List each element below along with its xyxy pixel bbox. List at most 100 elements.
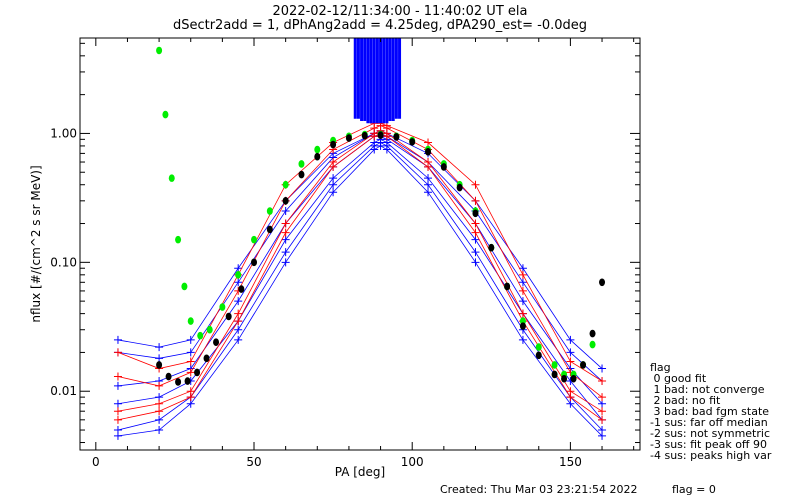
fit-point — [251, 235, 258, 244]
series-line — [117, 130, 603, 412]
model-point — [361, 131, 368, 140]
x-tick-label: 100 — [401, 455, 424, 469]
data-point — [370, 145, 379, 154]
fit-point — [168, 174, 175, 182]
model-point — [377, 131, 384, 139]
data-point — [370, 132, 379, 141]
data-point — [471, 180, 480, 189]
model-point — [251, 258, 258, 267]
data-point — [113, 431, 122, 440]
data-point — [234, 335, 243, 344]
data-point — [186, 357, 195, 366]
series-2-blue — [113, 129, 607, 386]
legend-item: -2 sus: not symmetric — [650, 427, 770, 440]
fit-point — [589, 340, 596, 349]
model-point — [456, 183, 463, 192]
model-point — [165, 372, 172, 381]
flag-value: flag = 0 — [672, 483, 716, 496]
data-point — [382, 132, 391, 141]
legend-item: 0 good fit — [650, 372, 707, 385]
series-line — [117, 125, 603, 398]
model-point — [156, 361, 163, 369]
data-point — [471, 219, 480, 228]
data-point — [382, 145, 391, 154]
model-point — [535, 351, 542, 360]
data-point — [424, 188, 433, 197]
data-point — [566, 335, 575, 344]
data-point — [598, 415, 607, 424]
data-point — [281, 207, 290, 216]
fit-point — [175, 235, 182, 244]
data-point — [281, 219, 290, 228]
data-point — [113, 381, 122, 390]
series-5-blue — [113, 141, 607, 440]
model-point — [345, 134, 352, 142]
fit-point — [535, 343, 542, 351]
data-point — [566, 357, 575, 366]
data-point — [155, 415, 164, 424]
model-point — [203, 354, 210, 363]
fit-point — [206, 325, 213, 334]
fit-point — [162, 110, 169, 119]
data-point — [598, 431, 607, 440]
data-point — [281, 258, 290, 267]
model-point — [184, 377, 191, 385]
x-tick-label: 50 — [246, 455, 261, 469]
data-point — [424, 138, 433, 147]
data-point — [281, 235, 290, 244]
data-point — [329, 180, 338, 189]
chart-title: 2022-02-12/11:34:00 - 11:40:02 UT ela — [272, 4, 528, 19]
model-point — [488, 243, 495, 252]
model-point — [393, 133, 400, 141]
model-point — [314, 152, 321, 161]
x-axis-label: PA [deg] — [335, 465, 385, 479]
data-point — [186, 368, 195, 377]
data-point — [113, 335, 122, 344]
data-point — [566, 393, 575, 402]
series-0-blue — [113, 132, 607, 408]
model-point — [561, 374, 568, 383]
data-point — [518, 286, 527, 295]
fit-point — [282, 180, 289, 189]
data-point — [471, 248, 480, 257]
legend-item: 3 bad: bad fgm state — [650, 405, 770, 418]
data-point — [186, 348, 195, 357]
legend-title: flag — [650, 361, 671, 374]
data-point — [155, 426, 164, 435]
model-point — [298, 170, 305, 179]
y-tick-label: 1.00 — [50, 126, 77, 140]
y-axis-label: nflux [#/(cm^2 s sr MeV)] — [29, 165, 43, 322]
data-point — [155, 399, 164, 408]
model-point — [266, 225, 273, 234]
data-point — [113, 415, 122, 424]
model-point — [175, 378, 182, 386]
data-point — [234, 278, 243, 287]
data-point — [329, 162, 338, 171]
data-point — [518, 297, 527, 306]
y-tick-label: 0.10 — [50, 255, 77, 269]
legend-item: -1 sus: far off median — [650, 416, 768, 429]
series-11-black — [156, 131, 606, 386]
model-point — [589, 329, 596, 338]
model-point — [599, 278, 606, 287]
data-point — [376, 141, 385, 150]
model-point — [570, 374, 577, 383]
fit-point — [187, 317, 194, 325]
data-point — [113, 399, 122, 408]
data-point — [518, 270, 527, 279]
model-point — [580, 361, 587, 369]
data-point — [598, 364, 607, 373]
data-point — [471, 235, 480, 244]
model-point — [409, 138, 416, 146]
data-point — [281, 228, 290, 237]
series-3-blue — [113, 138, 607, 435]
data-point — [424, 180, 433, 189]
data-point — [424, 162, 433, 171]
fit-point — [156, 46, 163, 55]
fit-point — [181, 282, 188, 291]
series-line — [117, 132, 603, 421]
data-point — [471, 228, 480, 237]
x-tick-label: 150 — [559, 455, 582, 469]
data-point — [518, 309, 527, 318]
